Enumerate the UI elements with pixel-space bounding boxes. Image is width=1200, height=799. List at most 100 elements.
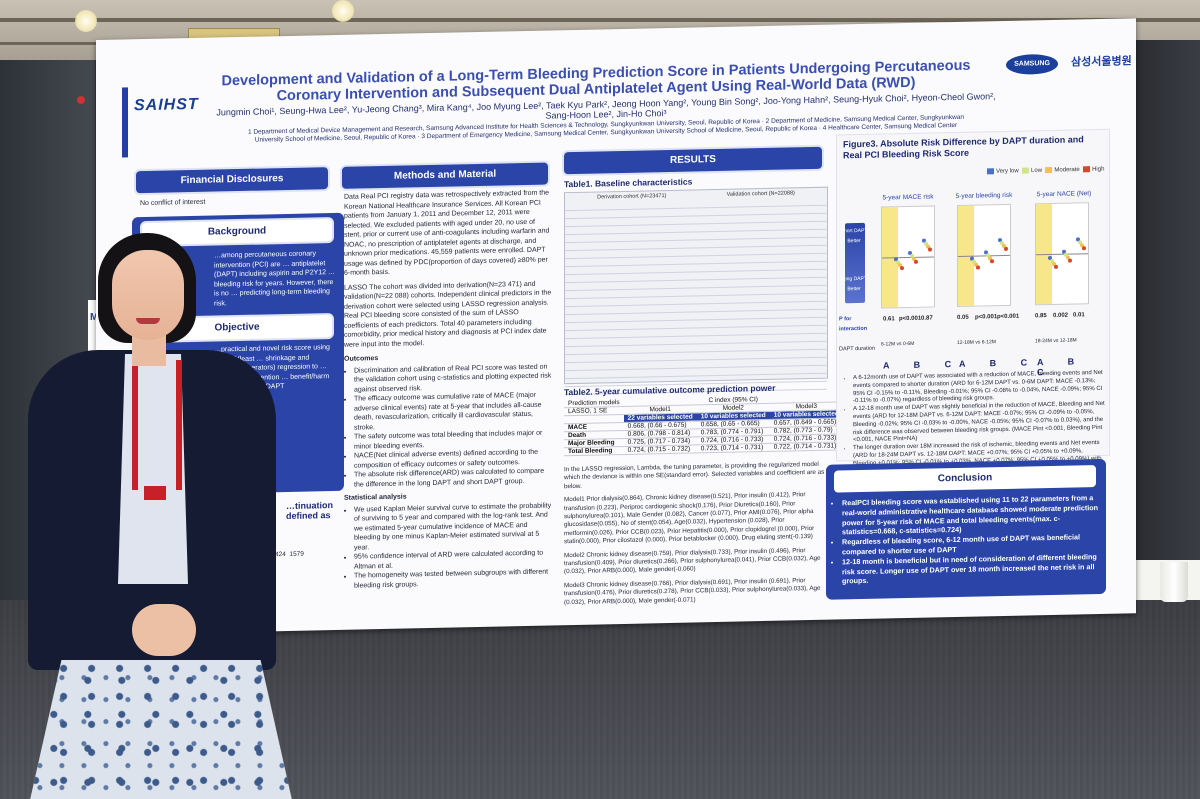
ceiling-beam (0, 18, 1200, 22)
forest-plot-point (990, 258, 994, 263)
table2-note: In the LASSO regression, Lambda, the tun… (564, 460, 825, 491)
methods-heading: Methods and Material (342, 162, 548, 189)
ceiling-light (332, 0, 354, 22)
financial-text: No conflict of interest (140, 198, 206, 208)
clasped-hands (132, 604, 196, 656)
table2-cell: 0.723, (0.714 - 0.731) (696, 443, 770, 453)
p-value: p<0.001 (975, 314, 998, 321)
figure3-legend: Very low Low Moderate High (987, 166, 1104, 175)
conclusion-list: RealPCI bleeding score was established u… (830, 493, 1110, 587)
panel-label-nace: 5-year NACE (Net) (1036, 190, 1092, 199)
long-dapt-label: Long DAPT Better (841, 275, 867, 292)
figure3-bullet: A 12-18 month use of DAPT was slightly b… (853, 401, 1105, 445)
forest-plot-point (900, 265, 904, 270)
back-wall-right (1135, 40, 1200, 660)
legend-label: Moderate (1054, 166, 1080, 174)
methods-lasso: LASSO The cohort was divided into deriva… (344, 280, 552, 349)
short-dapt-label: Short DAPT Better (840, 227, 868, 244)
outcome-item: The absolute risk difference(ARD) was ca… (354, 466, 552, 489)
forest-plot-point (1004, 246, 1008, 251)
panel-label-mace: 5-year MACE risk (882, 193, 934, 202)
financial-heading: Financial Disclosures (136, 167, 328, 194)
conclusion-item: 12-18 month is beneficial but in need of… (842, 552, 1110, 587)
p-value: 0.002 (1053, 312, 1069, 319)
saihst-logo: SAIHST (134, 95, 199, 115)
outcome-item: The efficacy outcome was cumulative rate… (354, 390, 552, 432)
forest-plot-point (928, 246, 932, 252)
legend-swatch-low (1022, 167, 1030, 174)
p-value: 0.85 (1035, 313, 1047, 320)
model3-text: Model3 Chronic kidney disease(0.766), Pr… (564, 577, 821, 606)
p-value: p<0.001 (899, 315, 922, 323)
p-value: 0.01 (1073, 312, 1085, 319)
presenter-smile (136, 318, 160, 324)
table1-derivation-label: Derivation cohort (N=23471) (597, 193, 667, 201)
samsung-logo: SAMSUNG (1006, 53, 1058, 75)
pushpin (77, 96, 85, 104)
legend-label: Very low (996, 168, 1019, 175)
ceiling-light (75, 10, 97, 32)
p-value: 0.61 (883, 316, 895, 323)
zero-line (1036, 253, 1088, 256)
zero-line (882, 256, 934, 259)
figure3-panel: Figure3. Absolute Risk Difference by DAP… (836, 128, 1110, 475)
forest-plot-point (1082, 245, 1086, 250)
outcomes-list: Discrimination and calibration of Real P… (344, 362, 552, 490)
table2-cell: Total Bleeding (564, 446, 624, 456)
table2-cell: 0.724, (0.715 - 0.732) (623, 444, 697, 455)
conclusion-item: RealPCI bleeding score was established u… (842, 493, 1110, 538)
dapt-duration-label: DAPT duration (839, 345, 875, 353)
header-accent-bar (122, 87, 128, 158)
forest-plot-point (1054, 264, 1058, 269)
floral-skirt (30, 660, 292, 799)
group-labels-bleeding: A B C (959, 357, 1039, 369)
panel-mace (881, 205, 935, 309)
conclusion-heading: Conclusion (834, 465, 1096, 493)
model2-text: Model2 Chronic kidney disease(0.759), Pr… (564, 546, 821, 576)
table1-rows (565, 197, 827, 396)
hospital-logo: 삼성서울병원 (1071, 55, 1132, 69)
table2-notes: In the LASSO regression, Lambda, the tun… (564, 461, 826, 613)
panel-label-bleeding: 5-year bleeding risk (955, 191, 1013, 200)
legend-swatch-moderate (1045, 166, 1053, 174)
p-value: p<0.001 (997, 313, 1020, 321)
conclusion-panel: Conclusion RealPCI bleeding score was es… (826, 458, 1106, 600)
table1-validation-label: Validation cohort (N=22088) (726, 190, 795, 198)
presenter-face (112, 250, 184, 340)
p-value: 0.05 (957, 314, 969, 321)
table1-baseline: Derivation cohort (N=23471) Validation c… (564, 186, 828, 396)
stats-list: We used Kaplan Meier survival curve to e… (344, 501, 552, 591)
table2-cell: 0.722, (0.714 - 0.731) (769, 441, 843, 452)
panel-nace (1035, 202, 1089, 306)
p-interaction-label: P for interaction (839, 316, 868, 332)
xlabel-mace: 6-12M vs 0-6M (881, 340, 915, 348)
panel-bleeding (957, 203, 1011, 307)
legend-swatch-very-low (987, 168, 994, 175)
stats-item: We used Kaplan Meier survival curve to e… (354, 501, 552, 553)
paper-cup (1160, 562, 1188, 602)
forest-plot-point (914, 259, 918, 264)
legend-swatch-high (1083, 166, 1091, 173)
results-heading: RESULTS (564, 146, 822, 175)
p-value: 0.87 (921, 315, 933, 322)
xlabel-nace: 18-24M vs 12-18M (1035, 337, 1077, 345)
legend-label: High (1092, 166, 1105, 173)
forest-plot-point (976, 264, 980, 270)
presenter-person (20, 230, 310, 799)
outcome-item: Discrimination and calibration of Real P… (354, 362, 552, 395)
table2-body: MACE 0.668, (0.66 - 0.675) 0.658, (0.65 - … (564, 417, 843, 456)
group-labels-mace: A B C (883, 358, 963, 371)
methods-data: Data Real PCI registry data was retrospe… (344, 189, 550, 277)
model1-text: Model1 Prior dialysis(0.864), Chronic ki… (564, 491, 815, 546)
stats-item: The homogeneity was tested between subgr… (354, 567, 552, 590)
forest-plot-point (1068, 258, 1072, 263)
methods-body: Data Real PCI registry data was retrospe… (344, 188, 552, 590)
legend-label: Low (1031, 167, 1043, 174)
zero-line (958, 254, 1010, 257)
red-lanyard (132, 360, 182, 490)
table2-prediction-power: Prediction models C index (95% CI) LASSO… (564, 394, 843, 456)
figure3-title: Figure3. Absolute Risk Difference by DAP… (843, 134, 1084, 161)
name-badge-clip (144, 486, 166, 500)
xlabel-bleeding: 12-18M vs 6-12M (957, 339, 996, 346)
